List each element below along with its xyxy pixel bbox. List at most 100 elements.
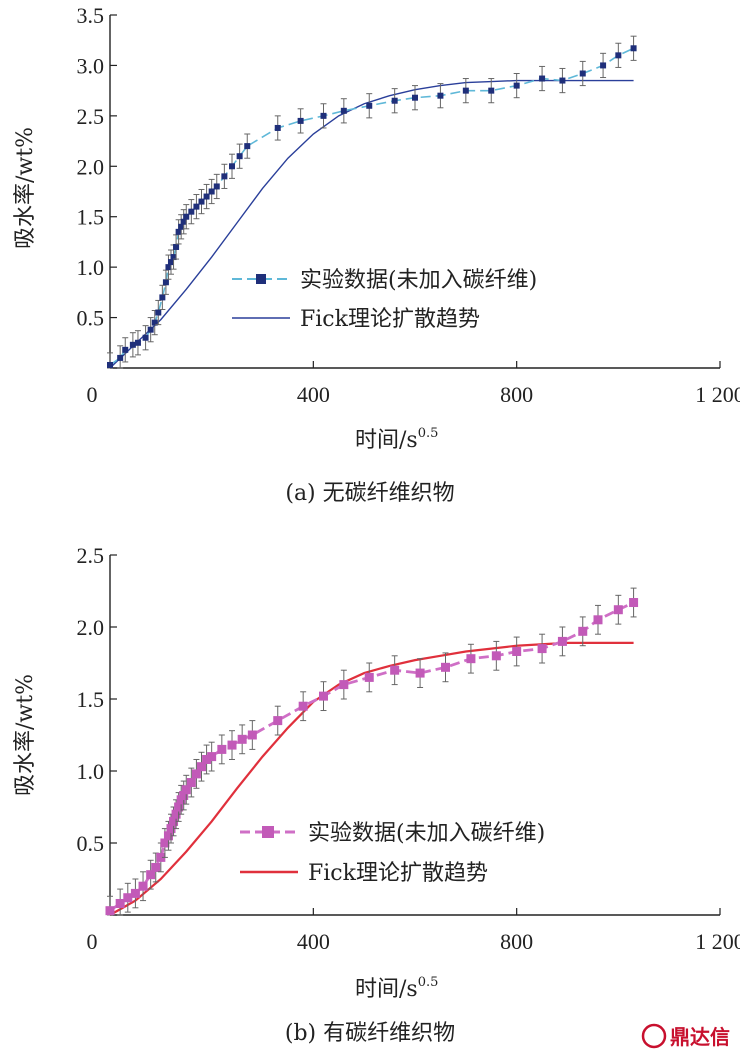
x-axis-label-sup: 0.5 bbox=[418, 975, 439, 990]
data-point bbox=[203, 193, 210, 200]
y-tick-label: 1.5 bbox=[77, 205, 105, 230]
data-point bbox=[162, 279, 169, 286]
data-point bbox=[156, 852, 166, 862]
y-tick-label: 1.5 bbox=[77, 687, 105, 712]
x-axis-label-sup: 0.5 bbox=[418, 426, 439, 441]
y-ticks: 0.5 1.0 1.5 2.0 2.5 3.0 3.5 bbox=[77, 3, 117, 331]
data-point bbox=[274, 124, 281, 131]
data-point bbox=[273, 716, 283, 726]
y-tick-label: 1.0 bbox=[77, 759, 105, 784]
watermark: 鼎达信 bbox=[641, 1023, 730, 1049]
y-tick-label: 3.5 bbox=[77, 3, 105, 28]
data-point bbox=[537, 644, 547, 654]
data-point bbox=[593, 615, 603, 625]
data-point bbox=[320, 112, 327, 119]
y-axis-label: 吸水率/wt% bbox=[13, 127, 38, 249]
data-point bbox=[142, 334, 149, 341]
data-point bbox=[615, 52, 622, 59]
data-point bbox=[213, 183, 220, 190]
y-tick-label: 1.0 bbox=[77, 255, 105, 280]
data-point bbox=[193, 203, 200, 210]
data-point bbox=[221, 173, 228, 180]
data-point bbox=[488, 87, 495, 94]
x-tick-label: 400 bbox=[297, 382, 330, 407]
x-tick-label: 0 bbox=[87, 929, 98, 954]
data-point bbox=[130, 888, 140, 898]
x-ticks: 0 400 800 1 200 bbox=[87, 908, 740, 954]
data-point bbox=[578, 626, 588, 636]
data-point bbox=[366, 102, 373, 109]
data-point bbox=[559, 77, 566, 84]
data-point bbox=[170, 254, 177, 261]
experiment-series bbox=[107, 35, 637, 369]
legend-a: 实验数据(未加入碳纤维) Fick理论扩散趋势 bbox=[232, 268, 537, 332]
caption-a: (a) 无碳纤维织物 bbox=[285, 481, 454, 506]
data-point bbox=[115, 898, 125, 908]
x-ticks: 0 400 800 1 200 bbox=[87, 361, 740, 407]
data-point bbox=[122, 346, 129, 353]
legend-fick-label: Fick理论扩散趋势 bbox=[308, 861, 488, 886]
panel-a: 0.5 1.0 1.5 2.0 2.5 3.0 3.5 0 400 800 1 200 吸水率/w… bbox=[13, 3, 740, 506]
data-point bbox=[166, 824, 176, 834]
data-point bbox=[202, 754, 212, 764]
watermark-logo-icon bbox=[641, 1023, 667, 1049]
data-point bbox=[159, 294, 166, 301]
data-point bbox=[557, 636, 567, 646]
data-point bbox=[217, 744, 227, 754]
data-point bbox=[339, 680, 349, 690]
data-point bbox=[175, 228, 182, 235]
data-point bbox=[134, 339, 141, 346]
data-point bbox=[183, 213, 190, 220]
data-point bbox=[298, 701, 308, 711]
x-axis-label-text: 时间/s bbox=[355, 428, 418, 453]
data-point bbox=[630, 45, 637, 52]
y-tick-label: 2.0 bbox=[77, 615, 105, 640]
data-point bbox=[107, 361, 113, 368]
x-tick-label: 800 bbox=[500, 382, 533, 407]
x-tick-label: 800 bbox=[500, 929, 533, 954]
experiment-line bbox=[109, 47, 634, 366]
data-point bbox=[390, 665, 400, 675]
caption-b: (b) 有碳纤维织物 bbox=[285, 1021, 455, 1046]
data-point bbox=[181, 785, 191, 795]
data-point bbox=[579, 70, 586, 77]
legend-experiment-marker bbox=[256, 274, 266, 284]
data-point bbox=[160, 838, 170, 848]
data-point bbox=[191, 769, 201, 779]
data-point bbox=[415, 668, 425, 678]
data-point bbox=[229, 163, 235, 170]
y-axis-label: 吸水率/wt% bbox=[13, 674, 38, 796]
data-point bbox=[165, 264, 172, 271]
data-point bbox=[151, 862, 161, 872]
y-tick-label: 0.5 bbox=[77, 831, 105, 856]
data-point bbox=[437, 92, 444, 99]
y-tick-label: 2.0 bbox=[77, 154, 105, 179]
y-tick-label: 2.5 bbox=[77, 104, 105, 129]
data-point bbox=[237, 734, 247, 744]
legend-experiment-marker bbox=[262, 826, 274, 838]
data-point bbox=[151, 319, 158, 326]
data-point bbox=[117, 354, 124, 361]
data-point bbox=[197, 762, 206, 772]
panel-b: 0.5 1.0 1.5 2.0 2.5 0 400 800 1 200 吸水率/wt% 时间/… bbox=[13, 543, 740, 1046]
data-point bbox=[629, 598, 639, 608]
data-point bbox=[319, 691, 328, 701]
data-point bbox=[138, 881, 148, 891]
experiment-series bbox=[105, 587, 639, 916]
y-tick-label: 2.5 bbox=[77, 543, 105, 568]
x-axis-label: 时间/s0.5 bbox=[355, 426, 438, 453]
data-point bbox=[600, 62, 607, 69]
data-point bbox=[178, 223, 185, 230]
x-axis-label-text: 时间/s bbox=[355, 977, 418, 1002]
data-point bbox=[512, 646, 522, 656]
data-point bbox=[613, 605, 623, 615]
x-axis-label: 时间/s0.5 bbox=[355, 975, 438, 1002]
legend-fick-label: Fick理论扩散趋势 bbox=[300, 307, 480, 332]
data-point bbox=[207, 752, 217, 762]
data-point bbox=[186, 778, 196, 788]
watermark-text: 鼎达信 bbox=[670, 1025, 730, 1049]
y-ticks: 0.5 1.0 1.5 2.0 2.5 bbox=[77, 543, 117, 856]
data-point bbox=[513, 82, 520, 89]
x-tick-label: 0 bbox=[87, 382, 98, 407]
